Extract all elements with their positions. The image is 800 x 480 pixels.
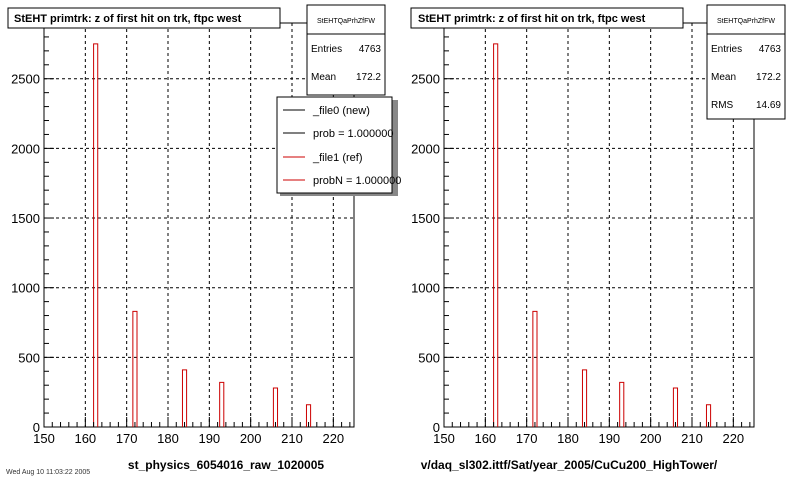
left-x-axis-label: st_physics_6054016_raw_1020005 [128, 458, 324, 472]
left-bars [93, 43, 312, 427]
y-tick-label: 0 [433, 420, 440, 435]
y-tick-label: 2500 [411, 72, 440, 87]
y-tick-label: 1500 [11, 211, 40, 226]
histogram-bar [581, 369, 588, 427]
left-stats-mean-value: 172.2 [356, 72, 381, 83]
right-stats-rms-label: RMS [711, 100, 734, 111]
footer-timestamp: Wed Aug 10 11:03:22 2005 [6, 469, 90, 476]
right-stats-name: StEHTQaPrhZfFW [717, 18, 775, 25]
left-stats-box [306, 4, 386, 96]
histogram-bar [532, 310, 538, 427]
x-tick-label: 210 [681, 431, 703, 446]
left-stats-entries-label: Entries [311, 44, 342, 55]
right-histogram-panel: 150 160 170 180 190 200 210 220 0 500 1000 1500 2000… [410, 4, 786, 472]
y-tick-label: 500 [18, 350, 40, 365]
legend-entry-prob: prob = 1.000000 [313, 128, 393, 140]
y-tick-label: 1500 [411, 211, 440, 226]
y-tick-label: 2000 [411, 141, 440, 156]
x-tick-label: 160 [474, 431, 496, 446]
y-tick-label: 2000 [11, 141, 40, 156]
right-stats-entries-label: Entries [711, 44, 742, 55]
x-tick-label: 150 [433, 431, 455, 446]
right-stats-mean-value: 172.2 [756, 72, 781, 83]
y-tick-label: 1000 [411, 281, 440, 296]
histogram-bar [272, 387, 279, 427]
histogram-bar [93, 43, 99, 427]
right-stats-entries-value: 4763 [759, 44, 782, 55]
right-chart-title: StEHT primtrk: z of first hit on trk, ft… [418, 13, 646, 25]
left-histogram-panel: 150 160 170 180 190 200 210 220 0 500 1000 1500 2000… [6, 4, 401, 476]
left-legend: _file0 (new) prob = 1.000000 _file1 (ref… [276, 96, 401, 196]
left-ticks [43, 36, 351, 428]
right-ticks [443, 36, 751, 428]
histogram-bar [619, 381, 625, 427]
left-stats-entries-value: 4763 [359, 44, 382, 55]
right-stats-box [706, 4, 786, 120]
histogram-bar [672, 387, 679, 427]
histogram-bar [181, 369, 188, 427]
y-tick-label: 500 [418, 350, 440, 365]
left-stats-name: StEHTQaPrhZfFW [317, 18, 375, 25]
x-tick-label: 180 [557, 431, 579, 446]
legend-entry-file1: _file1 (ref) [312, 152, 363, 164]
left-title-box [7, 7, 281, 29]
histogram-bar [493, 43, 499, 427]
y-tick-label: 2500 [11, 72, 40, 87]
left-chart-title: StEHT primtrk: z of first hit on trk, ft… [14, 13, 242, 25]
right-title-box [410, 7, 684, 29]
right-tick-labels: 150 160 170 180 190 200 210 220 0 500 1000 1500 2000… [411, 72, 744, 446]
x-tick-label: 180 [157, 431, 179, 446]
left-tick-labels: 150 160 170 180 190 200 210 220 0 500 1000 1500 2000… [11, 72, 344, 446]
right-bars [493, 43, 712, 427]
x-tick-label: 190 [198, 431, 220, 446]
right-stats-mean-label: Mean [711, 72, 736, 83]
y-tick-label: 0 [33, 420, 40, 435]
x-tick-label: 220 [722, 431, 744, 446]
x-tick-label: 200 [240, 431, 262, 446]
histogram-bar [219, 381, 225, 427]
x-tick-label: 170 [516, 431, 538, 446]
x-tick-label: 150 [33, 431, 55, 446]
right-stats-rms-value: 14.69 [756, 100, 781, 111]
legend-entry-file0: _file0 (new) [312, 105, 370, 117]
x-tick-label: 160 [74, 431, 96, 446]
right-x-axis-label: v/daq_sl302.ittf/Sat/year_2005/CuCu200_H… [421, 458, 718, 472]
x-tick-label: 210 [281, 431, 303, 446]
x-tick-label: 200 [640, 431, 662, 446]
histogram-bar [705, 404, 712, 427]
y-tick-label: 1000 [11, 281, 40, 296]
histogram-bar [132, 310, 138, 427]
x-tick-label: 220 [322, 431, 344, 446]
left-stats-mean-label: Mean [311, 72, 336, 83]
histogram-bar [305, 404, 312, 427]
x-tick-label: 190 [598, 431, 620, 446]
legend-entry-probN: probN = 1.000000 [313, 175, 401, 187]
x-tick-label: 170 [116, 431, 138, 446]
